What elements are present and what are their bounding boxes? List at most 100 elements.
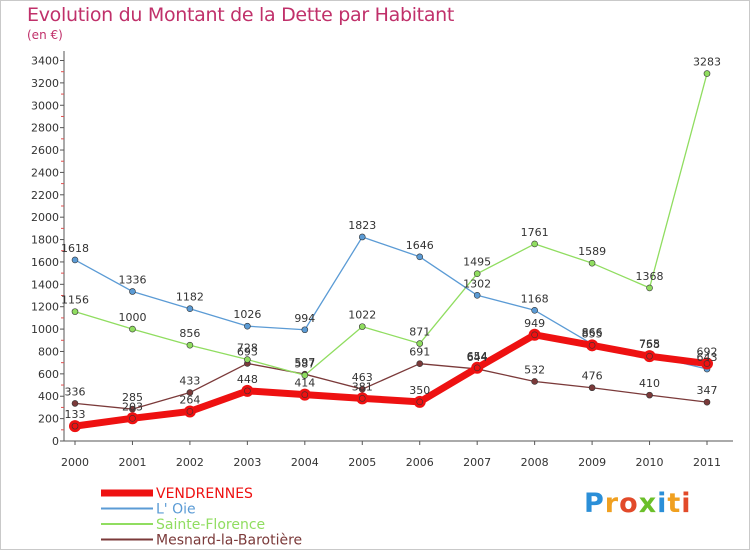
y-tick-label: 2600 — [31, 144, 59, 157]
y-tick-label: 3000 — [31, 99, 59, 112]
x-tick-label: 2011 — [693, 456, 721, 469]
y-tick-label: 2000 — [31, 211, 59, 224]
data-label: 587 — [294, 357, 315, 370]
series-point — [244, 387, 251, 395]
series-point — [301, 391, 309, 398]
data-label: 133 — [65, 408, 86, 421]
data-label: 350 — [409, 384, 430, 397]
y-tick-label: 400 — [38, 390, 59, 403]
series-point — [588, 384, 596, 392]
data-label: 463 — [352, 371, 373, 384]
y-tick-label: 2400 — [31, 166, 59, 179]
data-label: 855 — [582, 327, 603, 340]
series-point — [646, 391, 653, 399]
y-tick-label: 1800 — [31, 234, 59, 247]
series-point — [129, 288, 136, 295]
data-label: 949 — [524, 317, 545, 330]
series-line — [74, 362, 708, 410]
x-tick-label: 2006 — [406, 456, 434, 469]
series-point — [186, 341, 194, 349]
data-label: 414 — [294, 377, 315, 390]
series-point — [71, 308, 79, 315]
data-label: 1336 — [118, 273, 146, 286]
x-tick-label: 2000 — [61, 456, 89, 469]
series-point — [416, 253, 424, 261]
series-point — [186, 389, 194, 396]
y-tick-label: 0 — [52, 435, 59, 448]
data-label: 644 — [467, 351, 488, 364]
y-tick-label: 200 — [38, 413, 59, 426]
series-point — [358, 323, 366, 330]
proxiti-logo: Proxiti — [584, 488, 692, 519]
data-label: 994 — [294, 312, 315, 325]
data-label: 1168 — [521, 292, 549, 305]
series-point — [358, 233, 366, 241]
x-tick-label: 2009 — [578, 456, 606, 469]
series-point — [186, 305, 194, 313]
data-label: 1156 — [61, 294, 89, 307]
data-label: 1823 — [348, 219, 376, 232]
series-point — [71, 422, 79, 430]
series-point — [531, 240, 538, 248]
data-label: 728 — [237, 342, 258, 355]
data-label: 643 — [697, 351, 718, 364]
series-point — [703, 398, 711, 406]
y-tick-label: 3400 — [31, 55, 59, 68]
series-point — [71, 256, 79, 264]
data-label: 203 — [122, 400, 143, 413]
data-label: 3283 — [693, 56, 721, 69]
series-point — [301, 326, 309, 334]
data-label: 693 — [237, 345, 258, 358]
data-label: 1022 — [348, 309, 376, 322]
data-label: 1646 — [406, 239, 434, 252]
series-point — [646, 352, 653, 360]
series-point — [416, 360, 424, 367]
series-point — [646, 284, 653, 292]
series-point — [703, 70, 711, 77]
data-label: 1026 — [233, 308, 261, 321]
series-point — [301, 372, 309, 379]
series-point — [531, 378, 538, 385]
chart-title: Evolution du Montant de la Dette par Hab… — [27, 4, 455, 26]
data-label: 381 — [352, 380, 373, 393]
series-point — [129, 405, 136, 413]
series-line — [74, 72, 708, 376]
series-point — [416, 340, 424, 347]
data-label: 654 — [467, 350, 488, 363]
series-point — [473, 364, 481, 372]
series-line — [71, 331, 711, 430]
data-label: 1368 — [636, 270, 664, 283]
data-label: 410 — [639, 377, 660, 390]
data-label: 758 — [639, 338, 660, 351]
data-label: 866 — [582, 326, 603, 339]
series-point — [186, 408, 194, 415]
x-tick-label: 2008 — [521, 456, 549, 469]
data-label: 1495 — [463, 256, 491, 269]
data-label: 692 — [697, 346, 718, 359]
data-label: 285 — [122, 391, 143, 404]
series-point — [531, 331, 538, 339]
data-label: 476 — [582, 370, 603, 383]
legend-label: Mesnard-la-Barotière — [156, 533, 302, 549]
y-tick-label: 1400 — [31, 278, 59, 291]
y-tick-label: 600 — [38, 368, 59, 381]
series-point — [358, 385, 366, 393]
x-tick-label: 2003 — [233, 456, 261, 469]
data-label: 1182 — [176, 291, 204, 304]
series-point — [531, 306, 538, 314]
y-tick-label: 1200 — [31, 301, 59, 314]
data-label: 336 — [65, 385, 86, 398]
data-label: 765 — [639, 337, 660, 350]
series-point — [416, 398, 424, 406]
data-label: 1761 — [521, 226, 549, 239]
data-label: 597 — [294, 356, 315, 369]
x-tick-label: 2002 — [176, 456, 204, 469]
series-point — [129, 414, 136, 422]
series-point — [244, 322, 251, 330]
x-tick-label: 2007 — [463, 456, 491, 469]
series-point — [703, 360, 711, 367]
y-tick-label: 2800 — [31, 122, 59, 135]
y-tick-label: 1600 — [31, 256, 59, 269]
